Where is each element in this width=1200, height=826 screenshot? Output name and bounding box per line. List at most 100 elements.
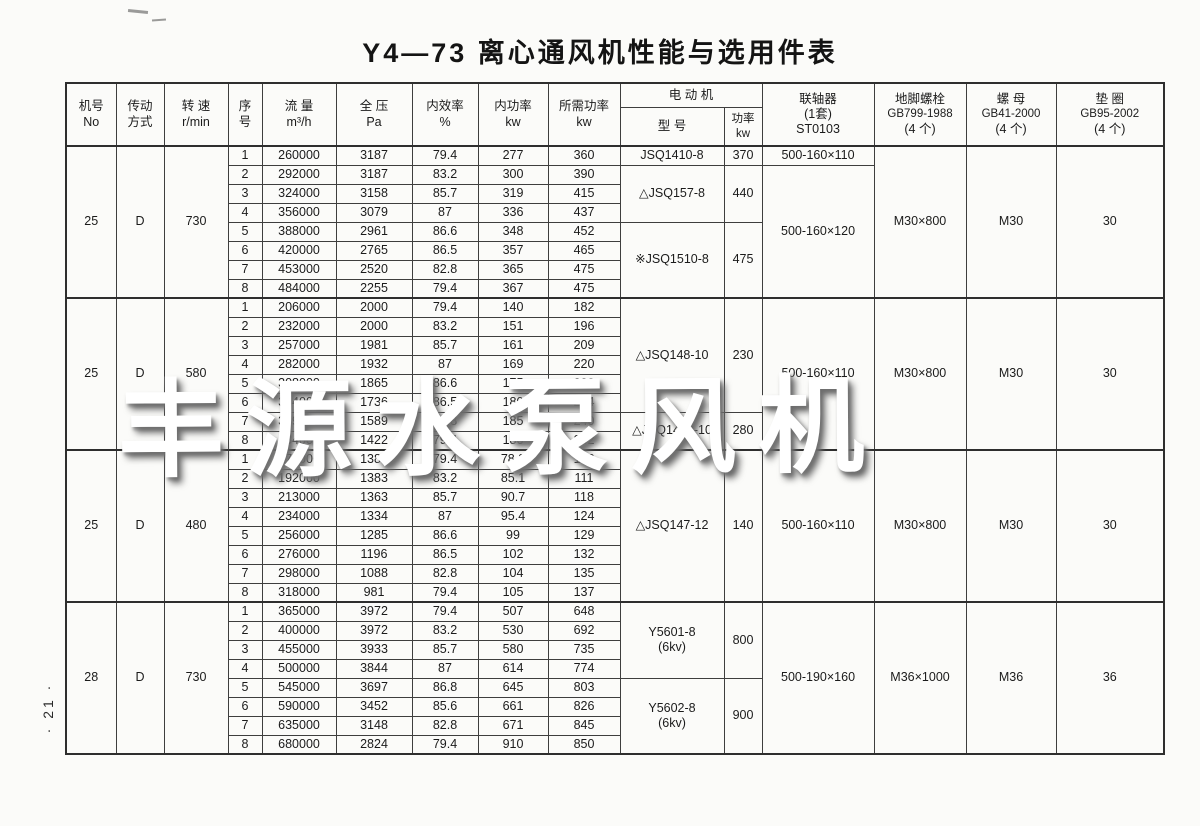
pressure-cell: 2824 (335, 734, 413, 755)
seq-cell: 5 (227, 525, 263, 546)
seq-cell: 6 (227, 544, 263, 565)
pressure-cell: 3079 (335, 202, 413, 223)
header-required-power: 所需功率 kw (547, 82, 621, 147)
internal-power-cell: 277 (477, 145, 549, 166)
efficiency-cell: 87 (411, 202, 479, 223)
seq-cell: 6 (227, 696, 263, 717)
washer-cell: 30 (1055, 145, 1165, 299)
flow-cell: 384000 (261, 430, 337, 451)
header-motor-model: 型 号 (619, 107, 725, 147)
required-power-cell: 360 (547, 145, 621, 166)
washer-cell: 36 (1055, 601, 1165, 755)
internal-power-cell: 186 (477, 430, 549, 451)
required-power-cell: 826 (547, 696, 621, 717)
speed-cell: 480 (163, 449, 229, 603)
internal-power-cell: 671 (477, 715, 549, 736)
seq-cell: 8 (227, 734, 263, 755)
anchor-bolt-cell: M30×800 (873, 449, 967, 603)
internal-power-cell: 580 (477, 639, 549, 660)
seq-cell: 2 (227, 468, 263, 489)
internal-power-cell: 151 (477, 316, 549, 337)
required-power-cell: 850 (547, 734, 621, 755)
efficiency-cell: 85.7 (411, 487, 479, 508)
pressure-cell: 1932 (335, 354, 413, 375)
seq-cell: 5 (227, 373, 263, 394)
pressure-cell: 1422 (335, 430, 413, 451)
flow-cell: 276000 (261, 544, 337, 565)
table-row: 4 356000 3079 87 336 437 (66, 202, 1164, 223)
required-power-cell: 415 (547, 183, 621, 204)
header-flow: 流 量 m³/h (261, 82, 337, 147)
required-power-cell: 774 (547, 658, 621, 679)
internal-power-cell: 85.1 (477, 468, 549, 489)
seq-cell: 4 (227, 202, 263, 223)
machine-no-cell: 25 (65, 449, 117, 603)
seq-cell: 7 (227, 563, 263, 584)
seq-cell: 3 (227, 639, 263, 660)
required-power-cell: 475 (547, 278, 621, 299)
pressure-cell: 1589 (335, 411, 413, 432)
internal-power-cell: 365 (477, 259, 549, 280)
internal-power-cell: 161 (477, 335, 549, 356)
efficiency-cell: 83.2 (411, 316, 479, 337)
flow-cell: 282000 (261, 354, 337, 375)
pressure-cell: 1088 (335, 563, 413, 584)
seq-cell: 1 (227, 449, 263, 470)
efficiency-cell: 83.2 (411, 620, 479, 641)
internal-power-cell: 104 (477, 563, 549, 584)
table-row: 2 192000 1383 83.2 85.1 111 (66, 468, 1164, 489)
required-power-cell: 220 (547, 354, 621, 375)
internal-power-cell: 367 (477, 278, 549, 299)
pressure-cell: 981 (335, 582, 413, 603)
pressure-cell: 3972 (335, 620, 413, 641)
table-row: 25 D 730 1 260000 3187 79.4 277 360 JSQ1410-8 370 5… (65, 145, 1165, 299)
efficiency-cell: 86.5 (411, 392, 479, 413)
required-power-cell: 228 (547, 373, 621, 394)
table-row: 5 388000 2961 86.6 348 452 ※JSQ1510-8 475 (66, 221, 1164, 299)
flow-cell: 545000 (261, 677, 337, 698)
efficiency-cell: 83.2 (411, 468, 479, 489)
flow-cell: 232000 (261, 316, 337, 337)
header-seq: 序号 (227, 82, 263, 147)
required-power-cell: 452 (547, 221, 621, 242)
internal-power-cell: 530 (477, 620, 549, 641)
drive-mode-cell: D (115, 297, 165, 451)
drive-mode-cell: D (115, 145, 165, 299)
efficiency-cell: 79.4 (411, 430, 479, 451)
table-row: 6 276000 1196 86.5 102 132 (66, 544, 1164, 565)
efficiency-cell: 86.6 (411, 525, 479, 546)
motor-model-cell: Y5602-8 (6kv) (619, 677, 725, 755)
required-power-cell: 182 (547, 297, 621, 318)
table-row: 8 484000 2255 79.4 367 475 (66, 278, 1164, 299)
motor-power-cell: 280 (723, 411, 763, 451)
seq-cell: 4 (227, 658, 263, 679)
motor-power-cell: 140 (723, 449, 763, 603)
pressure-cell: 3972 (335, 601, 413, 622)
pressure-cell: 3158 (335, 183, 413, 204)
flow-cell: 260000 (261, 145, 337, 166)
motor-model-cell: Y5601-8 (6kv) (619, 601, 725, 679)
washer-cell: 30 (1055, 297, 1165, 451)
required-power-cell: 118 (547, 487, 621, 508)
flow-cell: 318000 (261, 582, 337, 603)
table-row: 6 590000 3452 85.6 661 826 (66, 696, 1164, 717)
flow-cell: 356000 (261, 202, 337, 223)
efficiency-cell: 83.2 (411, 164, 479, 185)
pressure-cell: 3933 (335, 639, 413, 660)
machine-no-cell: 25 (65, 145, 117, 299)
header-efficiency: 内效率% (411, 82, 479, 147)
seq-cell: 4 (227, 506, 263, 527)
efficiency-cell: 82.8 (411, 411, 479, 432)
header-drive-mode: 传动 方式 (115, 82, 165, 147)
pressure-cell: 2000 (335, 316, 413, 337)
required-power-cell: 135 (547, 563, 621, 584)
table-row: 8 318000 981 79.4 105 137 (66, 582, 1164, 603)
table-body: 25 D 730 1 260000 3187 79.4 277 360 JSQ1410-8 370 5… (65, 145, 1165, 755)
header-washer: 垫 圈 GB95-2002 (4 个) (1055, 82, 1165, 147)
efficiency-cell: 79.4 (411, 278, 479, 299)
pressure-cell: 2961 (335, 221, 413, 242)
required-power-cell: 735 (547, 639, 621, 660)
table-row: 6 334000 1736 86.5 180 234 (66, 392, 1164, 413)
required-power-cell: 240 (547, 411, 621, 432)
header-motor-power: 功率 kw (723, 107, 763, 147)
